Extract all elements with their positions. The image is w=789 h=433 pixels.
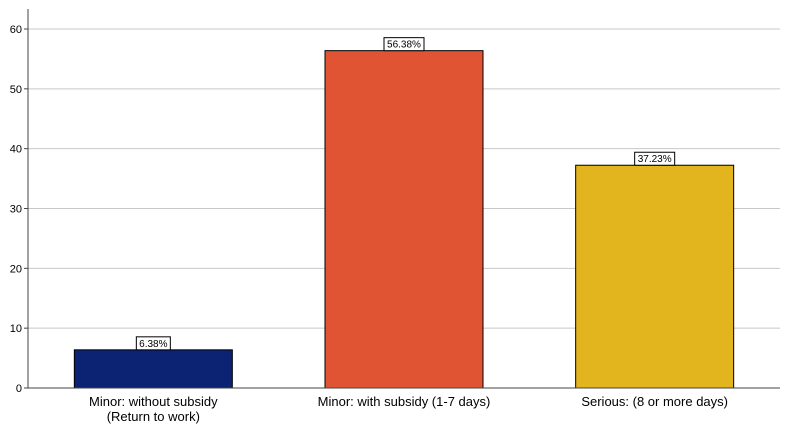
bar <box>575 164 735 389</box>
y-tick-label: 20 <box>10 263 22 275</box>
y-tick-label: 40 <box>10 144 22 156</box>
data-label: 56.38% <box>387 40 421 51</box>
data-label-box <box>383 37 425 52</box>
x-category-label: Minor: without subsidy <box>89 394 218 409</box>
data-labels: 6.38% 56.38% 37.23% <box>135 37 676 351</box>
y-axis: 0 10 20 30 40 50 60 <box>10 9 29 395</box>
y-tick-label: 0 <box>16 383 22 395</box>
data-label-box <box>634 151 676 166</box>
bars <box>73 50 735 389</box>
y-tick-label: 50 <box>10 84 22 96</box>
x-axis: Minor: without subsidy(Return to work) Mi… <box>28 387 780 424</box>
x-category-label: Minor: with subsidy (1-7 days) <box>318 394 491 409</box>
y-tick-label: 30 <box>10 204 22 216</box>
y-tick-label: 10 <box>10 323 22 335</box>
x-category-label: (Return to work) <box>107 409 200 424</box>
bar <box>324 50 484 389</box>
y-tick-label: 60 <box>10 24 22 36</box>
x-category-label: Serious: (8 or more days) <box>581 394 728 409</box>
bar <box>73 349 233 389</box>
data-label: 37.23% <box>638 154 672 165</box>
data-label-box <box>135 336 171 351</box>
data-label: 6.38% <box>139 339 167 350</box>
